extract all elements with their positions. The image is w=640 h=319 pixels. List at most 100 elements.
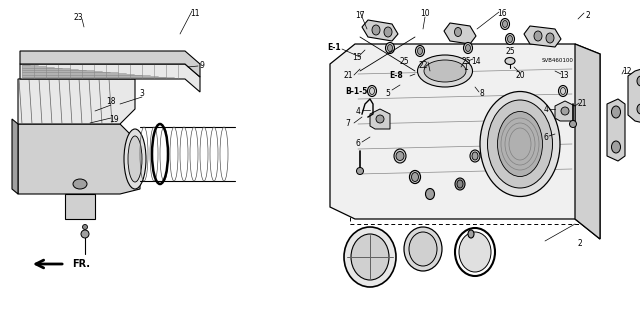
Text: 16: 16 [497,10,507,19]
Ellipse shape [417,48,422,55]
Ellipse shape [534,31,542,41]
Text: 6: 6 [356,139,360,149]
Ellipse shape [502,20,508,27]
Ellipse shape [417,55,472,87]
Ellipse shape [570,121,577,128]
Polygon shape [628,67,640,124]
Polygon shape [575,44,600,239]
Ellipse shape [404,227,442,271]
Ellipse shape [559,85,568,97]
Text: 20: 20 [515,71,525,80]
Text: 4: 4 [356,107,360,115]
Ellipse shape [472,152,478,160]
Polygon shape [20,51,200,77]
Polygon shape [18,124,140,194]
Polygon shape [444,23,476,44]
Ellipse shape [500,19,509,29]
Text: B-1-5: B-1-5 [345,86,367,95]
Ellipse shape [468,230,474,238]
Text: 21: 21 [577,100,587,108]
Ellipse shape [124,129,146,189]
Ellipse shape [488,100,552,188]
Text: 2: 2 [586,11,590,19]
Text: 22: 22 [419,61,428,70]
Text: 6: 6 [543,132,548,142]
Text: 7: 7 [346,120,351,129]
Ellipse shape [424,60,466,82]
Polygon shape [555,101,575,121]
Text: 4: 4 [543,105,548,114]
Ellipse shape [351,234,389,280]
Text: 15: 15 [352,53,362,62]
Ellipse shape [83,225,88,229]
Ellipse shape [387,44,392,51]
Ellipse shape [426,189,435,199]
Text: SVB460100: SVB460100 [542,58,574,63]
Text: 25: 25 [399,56,409,65]
Ellipse shape [415,46,424,56]
Ellipse shape [409,232,437,266]
Ellipse shape [128,136,142,182]
Text: E-1: E-1 [327,42,341,51]
Polygon shape [330,44,600,239]
Polygon shape [18,79,135,124]
Ellipse shape [546,33,554,43]
Ellipse shape [459,232,491,272]
Ellipse shape [561,107,569,115]
Text: 1: 1 [463,63,468,71]
Ellipse shape [356,167,364,174]
Ellipse shape [637,104,640,114]
Text: 9: 9 [200,62,204,70]
Ellipse shape [410,170,420,183]
Text: 2: 2 [578,240,582,249]
Text: 8: 8 [479,90,484,99]
Polygon shape [12,119,18,194]
Ellipse shape [506,33,515,44]
Ellipse shape [367,85,376,97]
Text: 3: 3 [140,88,145,98]
Polygon shape [524,26,561,47]
Text: 11: 11 [190,10,200,19]
Text: 25: 25 [505,47,515,56]
Ellipse shape [505,57,515,64]
Ellipse shape [508,35,513,42]
Text: 12: 12 [622,66,632,76]
Text: 5: 5 [385,88,390,98]
Text: 18: 18 [106,97,116,106]
Text: 14: 14 [471,56,481,65]
Ellipse shape [457,180,463,188]
Ellipse shape [372,25,380,35]
Text: 23: 23 [73,12,83,21]
Ellipse shape [412,173,419,182]
Ellipse shape [611,141,621,153]
Polygon shape [370,109,390,129]
Ellipse shape [611,106,621,118]
Ellipse shape [344,227,396,287]
Polygon shape [20,64,200,92]
Text: 17: 17 [355,11,365,19]
Text: E-8: E-8 [389,71,403,80]
Ellipse shape [394,149,406,163]
Ellipse shape [497,112,543,176]
Ellipse shape [396,152,404,160]
Ellipse shape [463,42,472,54]
Ellipse shape [455,178,465,190]
Ellipse shape [465,44,470,51]
Ellipse shape [376,115,384,123]
Ellipse shape [73,179,87,189]
Polygon shape [607,99,625,161]
Ellipse shape [81,230,89,238]
Ellipse shape [637,76,640,86]
Polygon shape [65,194,95,219]
Text: 13: 13 [559,71,569,80]
Ellipse shape [480,92,560,197]
Ellipse shape [385,42,394,54]
Text: 10: 10 [420,10,430,19]
Polygon shape [362,20,398,41]
Text: 25: 25 [461,56,471,65]
Ellipse shape [470,150,480,162]
Text: FR.: FR. [72,259,90,269]
Ellipse shape [384,27,392,37]
Ellipse shape [454,27,461,36]
Text: 19: 19 [109,115,119,123]
